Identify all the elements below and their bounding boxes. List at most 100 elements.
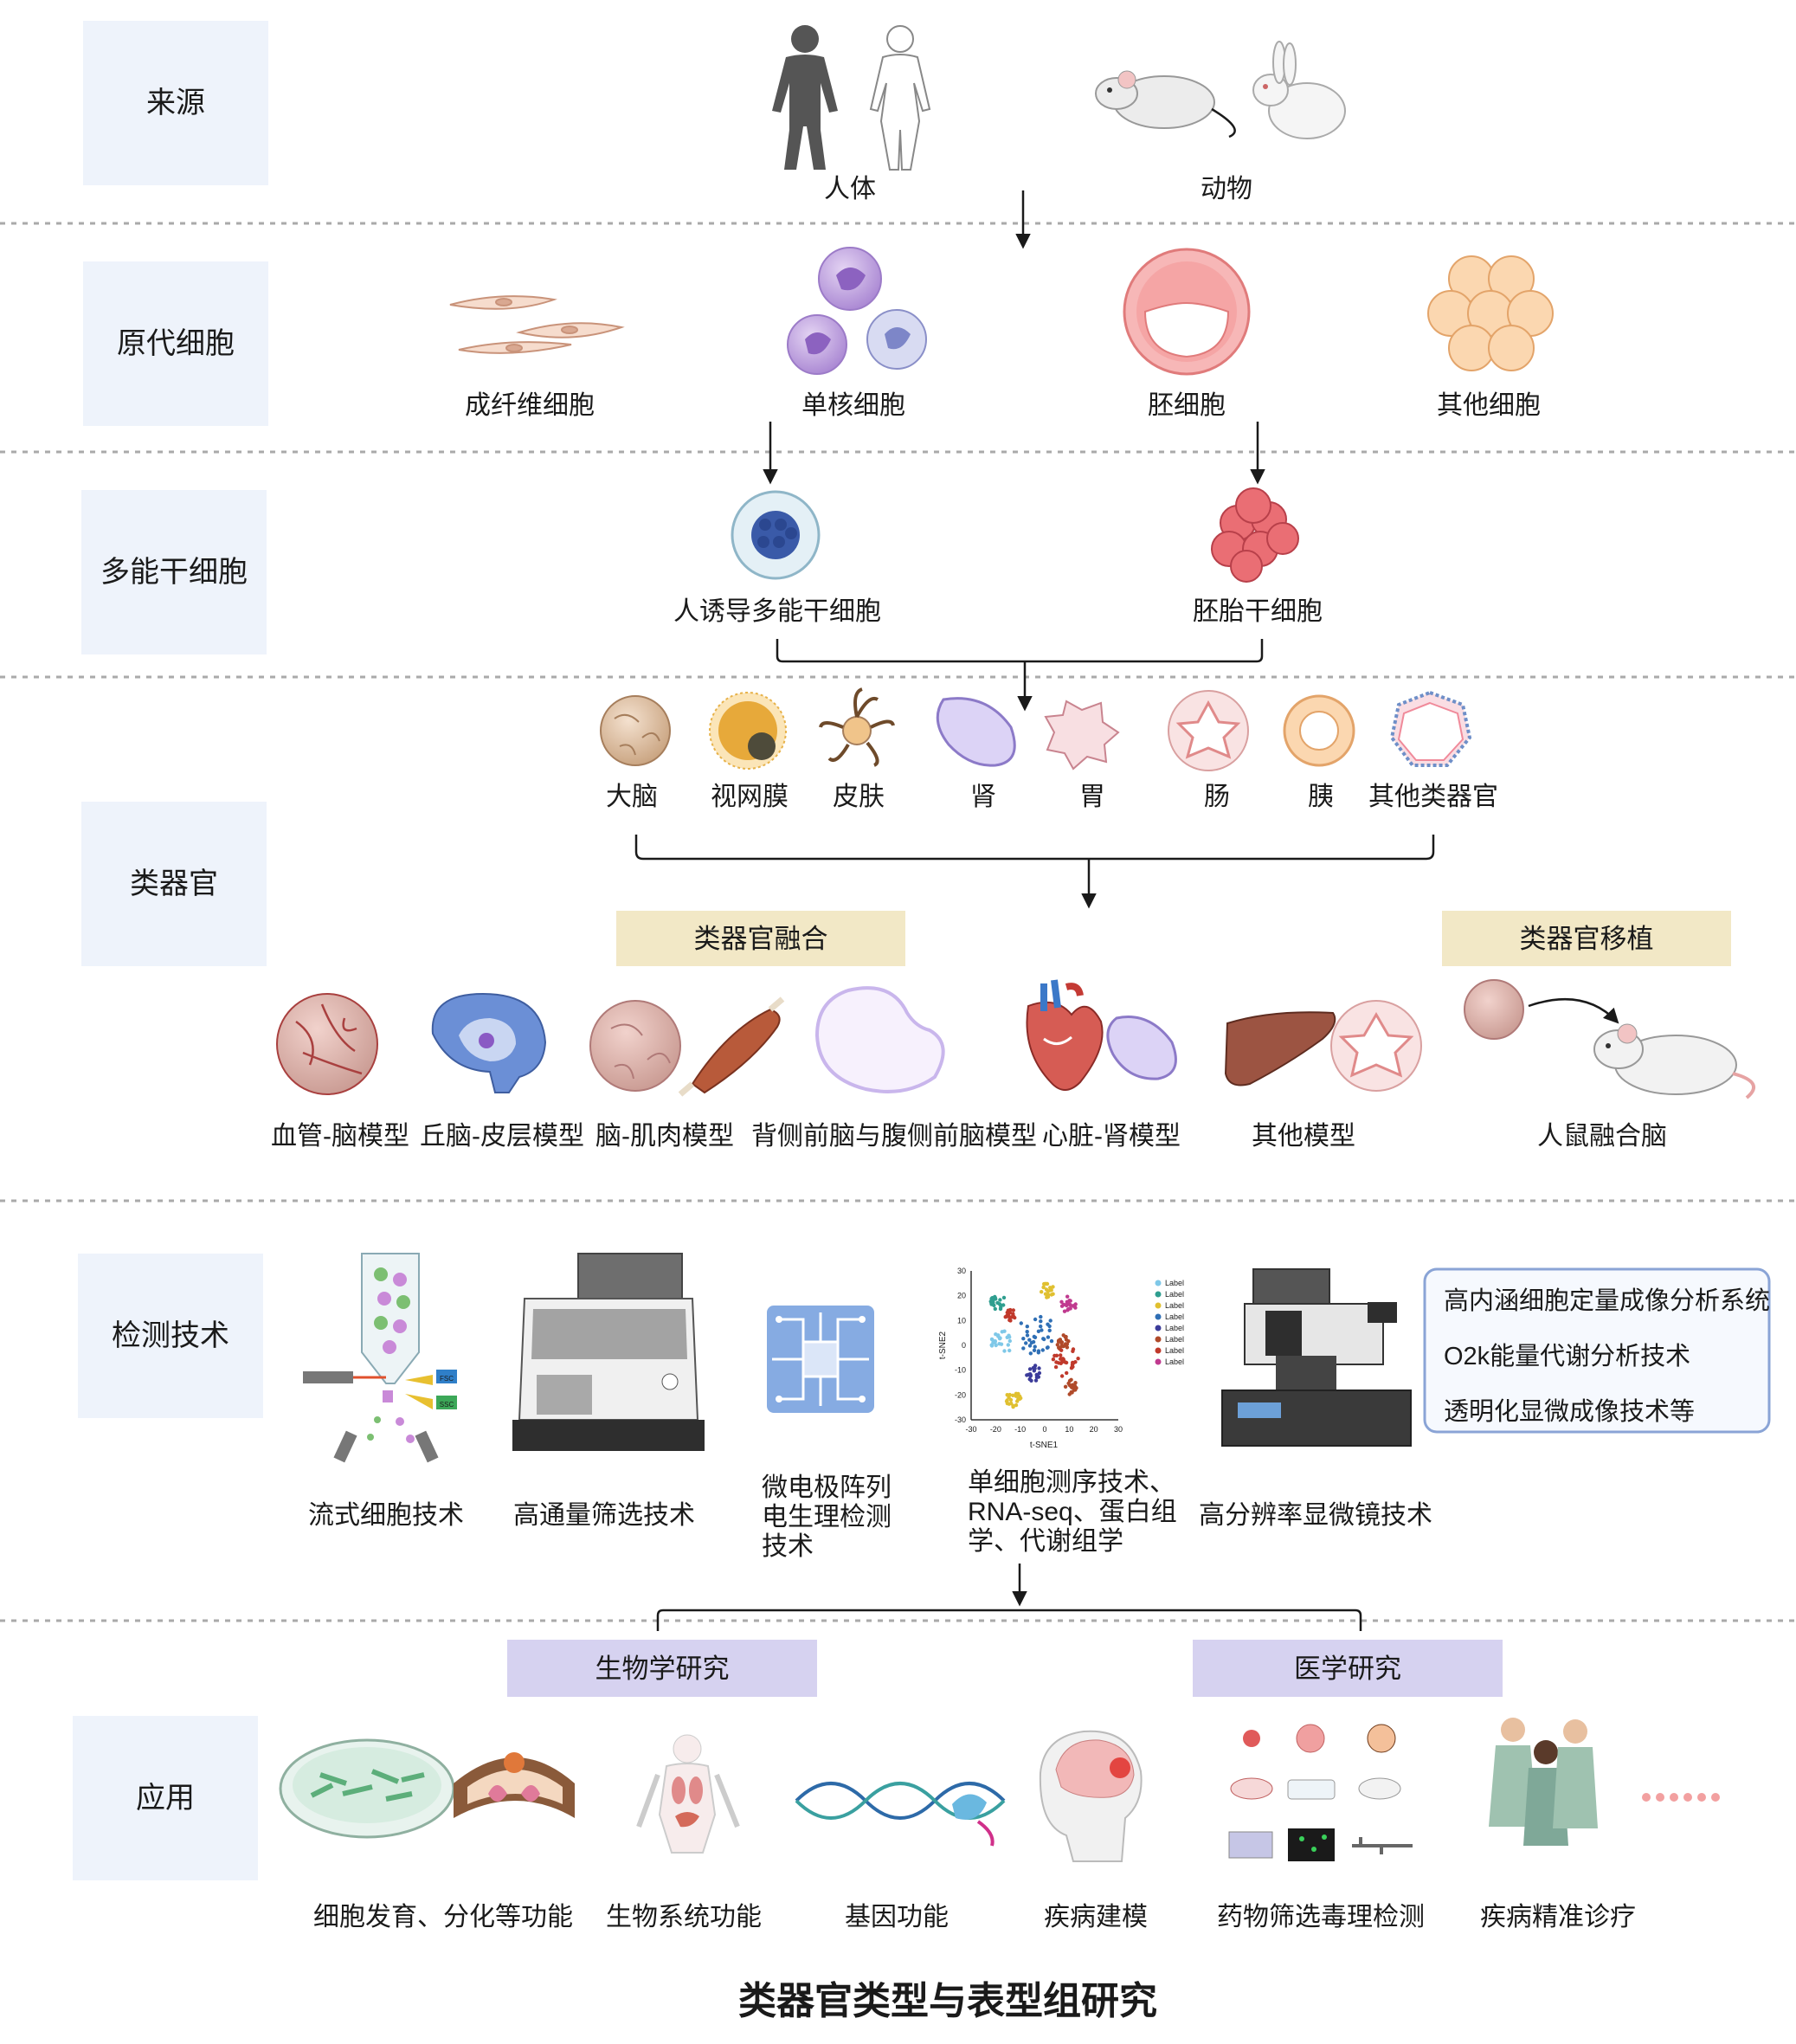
section-label-organoid: 类器官 — [130, 867, 218, 900]
tsne-point — [1042, 1337, 1046, 1342]
tsne-point — [1036, 1349, 1041, 1353]
kidney-model-icon — [1106, 1016, 1177, 1080]
tsne-point — [1040, 1348, 1046, 1352]
label-mea-line: 电生理检测 — [762, 1503, 892, 1531]
section-label-source: 来源 — [146, 87, 205, 119]
brain-organoid-model-icon — [589, 1000, 681, 1092]
label-monocyte: 单核细胞 — [801, 391, 905, 420]
tsne-point — [1014, 1391, 1019, 1396]
tsne-point — [1007, 1348, 1012, 1353]
label-seq-line: 单细胞测序技术、 — [968, 1468, 1175, 1497]
tsne-point — [1042, 1281, 1046, 1286]
tsne-point — [1019, 1396, 1023, 1401]
tsne-point — [1027, 1344, 1033, 1348]
tsne-point — [1068, 1303, 1073, 1307]
mouse-icon — [1095, 70, 1236, 139]
tsne-xtick-label: 0 — [1042, 1425, 1046, 1434]
ipsc-dish-icon — [731, 490, 821, 580]
section-box — [78, 1254, 263, 1418]
med-research-tag — [1193, 1640, 1503, 1697]
section-box — [73, 1716, 258, 1880]
label-drug-screening: 药物筛选毒理检测 — [1217, 1903, 1425, 1931]
tsne-point — [992, 1303, 996, 1308]
brain-disease-icon — [1039, 1730, 1143, 1862]
tsne-legend: Label Label Label Label Label Label Label Label — [1155, 1279, 1184, 1366]
tsne-point — [1069, 1383, 1073, 1389]
tsne-legend-label: Label — [1165, 1290, 1184, 1299]
tsne-point — [1027, 1338, 1032, 1342]
tsne-point — [1011, 1312, 1015, 1316]
tsne-point — [1059, 1299, 1064, 1305]
tsne-legend-label: Label — [1165, 1357, 1184, 1366]
tsne-point — [1073, 1381, 1078, 1385]
tsne-points — [988, 1281, 1080, 1409]
tsne-ytick-label: 30 — [957, 1267, 966, 1275]
label-kidney: 肾 — [970, 783, 996, 811]
tsne-point — [1033, 1378, 1039, 1383]
tsne-point — [1046, 1289, 1051, 1293]
page-title: 类器官类型与表型组研究 — [738, 1980, 1157, 2022]
vascular-brain-icon — [276, 993, 378, 1095]
label-mea-line: 技术 — [762, 1532, 814, 1561]
tsne-ytick-label: -30 — [955, 1415, 966, 1424]
section-labels: 来源 原代细胞 多能干细胞 类器官 检测技术 应用 — [73, 21, 268, 1880]
tsne-legend-label: Label — [1165, 1335, 1184, 1344]
tsne-plot: -30 -20 -10 0 10 20 30 30 20 10 0 -10 -20 -30 t-SNE1… — [938, 1267, 1184, 1450]
label-human-mouse-brain: 人鼠融合脑 — [1537, 1122, 1667, 1151]
tsne-point — [1065, 1342, 1070, 1346]
human-female-icon — [869, 25, 931, 171]
tsne-point — [1031, 1339, 1036, 1344]
tsne-point — [1048, 1286, 1052, 1290]
tsne-point — [1027, 1367, 1033, 1371]
flow-cytometer-icon: FSC SSC — [303, 1253, 457, 1463]
fusion-tag — [616, 911, 905, 966]
stomach-organoid-icon — [1044, 700, 1120, 771]
tsne-point — [1004, 1314, 1009, 1319]
tsne-point — [993, 1340, 997, 1344]
label-disease-modeling: 疾病建模 — [1044, 1903, 1148, 1931]
other-cells-icon — [1427, 255, 1554, 371]
tsne-point — [998, 1336, 1002, 1340]
blastocyst-icon — [1123, 248, 1251, 376]
tsne-point — [1041, 1285, 1046, 1290]
tsne-point — [1021, 1346, 1026, 1351]
tsne-ytick-label: -20 — [955, 1390, 966, 1399]
tsne-xtick-label: -30 — [965, 1425, 976, 1434]
tsne-point — [1040, 1328, 1044, 1332]
label-other-models: 其他模型 — [1252, 1122, 1355, 1151]
rabbit-icon — [1252, 41, 1346, 139]
tsne-legend-label: Label — [1165, 1346, 1184, 1355]
tsne-point — [1007, 1338, 1013, 1344]
tsne-point — [1047, 1324, 1052, 1329]
tsne-ylabel: t-SNE2 — [938, 1331, 948, 1359]
med-research-label: 医学研究 — [1294, 1654, 1401, 1684]
transplant-tag-label: 类器官移植 — [1520, 924, 1654, 954]
tsne-point — [1032, 1348, 1037, 1353]
tsne-yticks: 30 20 10 0 -10 -20 -30 — [955, 1267, 966, 1424]
tsne-point — [991, 1300, 995, 1305]
tsne-ytick-label: 10 — [957, 1316, 966, 1325]
label-cell-development: 细胞发育、分化等功能 — [313, 1903, 573, 1931]
label-other-organoid: 其他类器官 — [1368, 783, 1498, 811]
tsne-point — [1011, 1308, 1016, 1312]
tsne-point — [1028, 1351, 1033, 1356]
tsne-point — [993, 1294, 997, 1299]
tsne-ytick-label: -10 — [955, 1366, 966, 1375]
section-dividers — [0, 222, 1796, 1622]
tsne-point — [994, 1343, 998, 1348]
brain-section-icon — [431, 992, 547, 1093]
tsne-point — [1059, 1340, 1065, 1344]
bracket-research — [656, 1609, 1362, 1631]
fibroblast-icon — [449, 295, 625, 354]
primary-row: 成纤维细胞 单核细胞 胚细胞 其他细胞 — [449, 247, 1554, 485]
tsne-point — [1065, 1299, 1070, 1305]
human-male-icon — [772, 25, 838, 170]
tsne-point — [1000, 1330, 1005, 1334]
tsne-point — [990, 1297, 995, 1302]
tsne-legend-label: Label — [1165, 1301, 1184, 1310]
dorsal-ventral-forebrain-icon — [814, 986, 945, 1093]
tsne-legend-marker — [1155, 1302, 1162, 1309]
section-label-application: 应用 — [136, 1782, 195, 1815]
tsne-point — [1061, 1344, 1065, 1349]
tsne-ytick-label: 20 — [957, 1292, 966, 1300]
